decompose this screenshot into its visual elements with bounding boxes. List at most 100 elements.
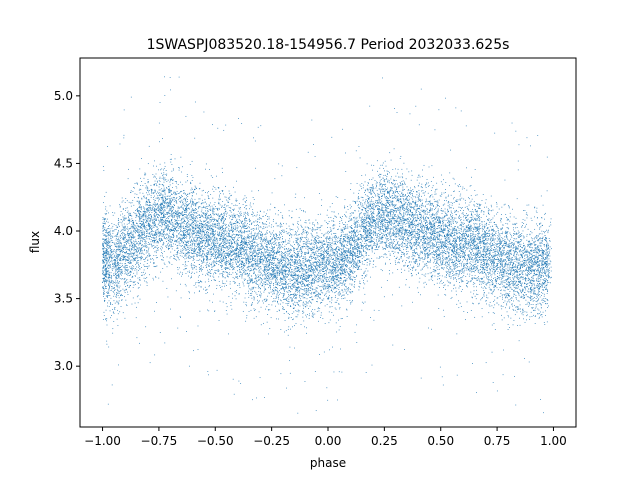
data-point: [180, 197, 181, 198]
data-point: [289, 267, 291, 269]
data-point: [189, 233, 191, 235]
data-point: [369, 264, 371, 266]
data-point: [502, 249, 503, 251]
data-point: [212, 185, 214, 187]
data-point: [523, 245, 525, 246]
data-point: [113, 300, 115, 302]
data-point: [168, 261, 170, 263]
data-point: [479, 216, 480, 217]
data-point: [278, 298, 280, 300]
data-point: [434, 129, 436, 131]
data-point: [169, 239, 171, 240]
data-point: [209, 225, 211, 227]
data-point: [383, 235, 385, 237]
data-point: [425, 247, 426, 248]
data-point: [489, 257, 490, 259]
data-point: [363, 213, 365, 214]
data-point: [362, 248, 364, 250]
data-point: [372, 220, 374, 221]
data-point: [526, 249, 528, 251]
data-point: [364, 207, 366, 209]
data-point: [150, 214, 152, 215]
data-point: [195, 225, 197, 227]
data-point: [474, 275, 476, 276]
data-point: [305, 247, 307, 249]
data-point: [485, 273, 487, 274]
data-point: [468, 227, 470, 229]
data-point: [184, 229, 185, 231]
data-point: [448, 229, 449, 231]
data-point: [265, 274, 267, 276]
data-point: [354, 279, 356, 280]
data-point: [123, 279, 125, 281]
data-point: [133, 254, 135, 256]
data-point: [445, 264, 447, 266]
data-point: [125, 272, 127, 274]
data-point: [224, 262, 226, 264]
data-point: [341, 273, 343, 274]
data-point: [307, 240, 309, 242]
data-point: [119, 264, 121, 266]
data-point: [333, 233, 335, 234]
data-point: [482, 236, 484, 238]
data-point: [295, 253, 296, 255]
data-point: [111, 240, 113, 242]
data-point: [110, 302, 111, 303]
data-point: [547, 275, 549, 277]
data-point: [482, 266, 483, 268]
data-point: [317, 285, 319, 286]
data-point: [330, 253, 332, 255]
data-point: [162, 235, 164, 237]
data-point: [374, 223, 375, 225]
data-point: [115, 268, 117, 270]
data-point: [216, 256, 218, 257]
data-point: [210, 253, 212, 255]
data-point: [315, 265, 317, 267]
data-point: [367, 239, 369, 240]
data-point: [145, 218, 147, 220]
data-point: [448, 260, 450, 262]
data-point: [140, 230, 142, 232]
data-point: [306, 267, 308, 268]
data-point: [112, 230, 114, 232]
data-point: [296, 271, 298, 272]
data-point: [502, 296, 503, 298]
data-point: [280, 277, 282, 278]
data-point: [188, 203, 190, 205]
data-point: [410, 207, 412, 208]
data-point: [483, 280, 485, 282]
data-point: [520, 240, 522, 242]
data-point: [352, 248, 354, 250]
data-point: [190, 199, 192, 201]
data-point: [391, 211, 393, 213]
data-point: [489, 301, 491, 303]
data-point: [137, 266, 139, 268]
data-point: [487, 227, 489, 229]
data-point: [312, 270, 314, 272]
data-point: [373, 233, 374, 235]
data-point: [444, 215, 446, 216]
data-point: [115, 276, 117, 278]
data-point: [414, 242, 416, 244]
data-point: [434, 201, 436, 203]
data-point: [233, 241, 235, 243]
data-point: [164, 342, 166, 344]
data-point: [458, 254, 459, 256]
data-point: [311, 234, 313, 236]
data-point: [392, 235, 394, 236]
data-point: [545, 298, 547, 299]
data-point: [301, 236, 303, 238]
data-point: [112, 214, 114, 216]
data-point: [378, 258, 380, 259]
data-point: [519, 258, 521, 260]
data-point: [472, 239, 474, 241]
data-point: [429, 237, 431, 239]
data-point: [319, 249, 321, 250]
data-point: [313, 265, 315, 267]
data-point: [156, 178, 157, 180]
data-point: [303, 262, 305, 264]
data-point: [277, 284, 279, 286]
data-point: [148, 233, 150, 235]
data-point: [438, 254, 440, 256]
data-point: [246, 220, 248, 222]
